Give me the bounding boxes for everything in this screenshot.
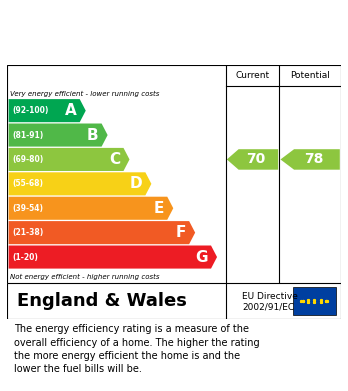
Text: G: G <box>195 249 208 265</box>
Text: Not energy efficient - higher running costs: Not energy efficient - higher running co… <box>10 274 160 280</box>
Text: F: F <box>175 225 186 240</box>
Bar <box>293 287 336 315</box>
Text: D: D <box>129 176 142 191</box>
Text: E: E <box>153 201 164 216</box>
Text: (81-91): (81-91) <box>12 131 43 140</box>
Text: EU Directive: EU Directive <box>243 292 298 301</box>
Text: 70: 70 <box>246 152 266 167</box>
Polygon shape <box>9 124 108 147</box>
Text: Potential: Potential <box>290 71 330 80</box>
Text: (1-20): (1-20) <box>12 253 38 262</box>
Polygon shape <box>9 197 173 220</box>
Polygon shape <box>280 149 340 170</box>
Text: A: A <box>65 103 76 118</box>
Text: (55-68): (55-68) <box>12 179 43 188</box>
Text: (21-38): (21-38) <box>12 228 43 237</box>
Text: (39-54): (39-54) <box>12 204 43 213</box>
Text: Current: Current <box>236 71 270 80</box>
Text: (69-80): (69-80) <box>12 155 43 164</box>
Text: The energy efficiency rating is a measure of the
overall efficiency of a home. T: The energy efficiency rating is a measur… <box>14 325 259 374</box>
Text: Energy Efficiency Rating: Energy Efficiency Rating <box>10 23 239 41</box>
Text: 78: 78 <box>304 152 323 167</box>
Polygon shape <box>227 149 278 170</box>
Text: England & Wales: England & Wales <box>17 292 187 310</box>
Text: (92-100): (92-100) <box>12 106 48 115</box>
Polygon shape <box>9 148 129 171</box>
Text: 2002/91/EC: 2002/91/EC <box>243 303 295 312</box>
Polygon shape <box>9 221 195 244</box>
Text: B: B <box>87 127 98 143</box>
Text: Very energy efficient - lower running costs: Very energy efficient - lower running co… <box>10 91 160 97</box>
Polygon shape <box>9 246 217 269</box>
Text: C: C <box>109 152 120 167</box>
Polygon shape <box>9 172 151 196</box>
Polygon shape <box>9 99 86 122</box>
